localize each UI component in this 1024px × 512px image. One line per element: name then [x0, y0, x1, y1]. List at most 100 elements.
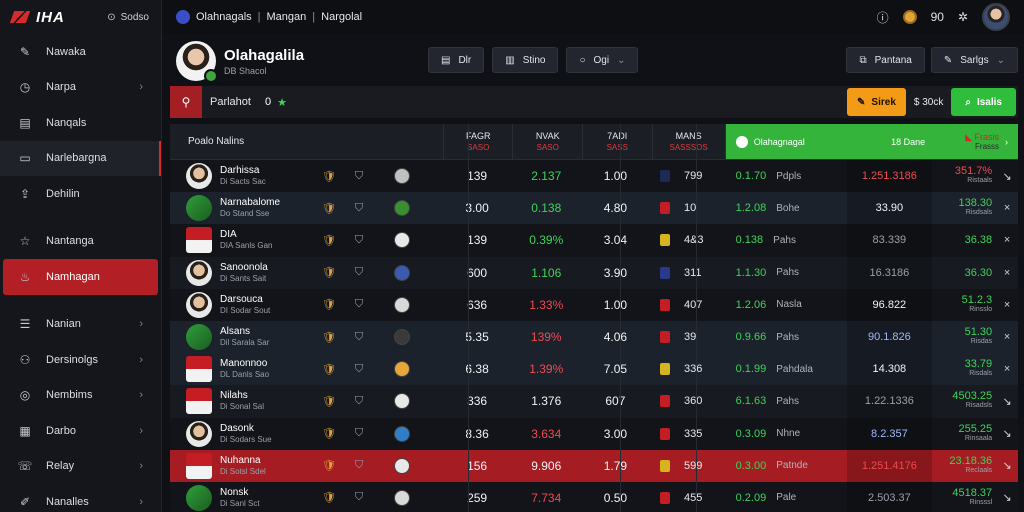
- table-row[interactable]: Darhissa Di Sacts Sac 🛡 ⛉ 139 2.137 1.00 799 0.1…: [170, 160, 1018, 193]
- trend-icon[interactable]: ↘: [1002, 395, 1012, 408]
- team-subtitle: DB Shacol: [224, 65, 267, 76]
- shield-icon[interactable]: ⛉: [354, 169, 364, 182]
- shield-icon[interactable]: ⛉: [354, 330, 364, 343]
- sidebar-item-10[interactable]: ◎ Nembims ›: [0, 378, 161, 414]
- team-cell: Dasonk Di Sodars Sue 🛡 ⛉: [170, 420, 443, 447]
- flag-icon: [659, 331, 670, 344]
- shield-icon[interactable]: ⛉: [354, 298, 364, 311]
- close-icon[interactable]: ×: [1003, 234, 1011, 247]
- sidebar-item-11[interactable]: ▦ Darbo ›: [0, 413, 161, 449]
- table-row[interactable]: Nuhanna Di Sotsl Sdel 🛡 ⛉ 156 9.906 1.79 599 0.3…: [170, 449, 1018, 482]
- stat-g-value: 51.30: [964, 326, 993, 339]
- trophy-icon[interactable]: 🛡: [322, 331, 336, 344]
- close-icon[interactable]: ×: [1003, 363, 1011, 376]
- breadcrumb-item-1[interactable]: Olahnagals: [196, 11, 252, 23]
- trophy-icon[interactable]: 🛡: [322, 267, 336, 280]
- sidebar-item-7[interactable]: ♨ Namhagan: [3, 259, 158, 295]
- filter-button[interactable]: ▥ Stino: [492, 47, 559, 73]
- team-name: Nilahs Di Sonal Sal: [220, 390, 310, 412]
- trophy-icon[interactable]: 🛡: [322, 299, 336, 312]
- table-row[interactable]: Dasonk Di Sodars Sue 🛡 ⛉ 8.36 3.634 3.00 335 0.3…: [170, 417, 1018, 450]
- pin-button[interactable]: ✎ Sarlgs ⌄: [930, 47, 1018, 73]
- close-icon[interactable]: ×: [1003, 298, 1011, 311]
- copy-button[interactable]: ⧉ Pantana: [846, 47, 925, 73]
- sidebar-item-label: Nembims: [46, 389, 93, 402]
- trophy-icon[interactable]: 🛡: [322, 460, 336, 473]
- stat-d: 407: [650, 298, 724, 311]
- stat-g-value: 255.25: [958, 422, 993, 435]
- stat-d-value: 407: [683, 298, 703, 311]
- orange-action-button[interactable]: ✎ Sirek: [847, 88, 906, 116]
- stat-b: 3.634: [531, 426, 562, 441]
- header-buttons: ▤ Dlr ▥ Stino ○ Ogi ⌄: [428, 47, 639, 73]
- print-button[interactable]: ▤ Dlr: [428, 47, 485, 73]
- sidebar-item-6[interactable]: ☆ Nantanga: [0, 224, 161, 260]
- trophy-icon[interactable]: 🛡: [322, 363, 336, 376]
- trophy-icon[interactable]: 🛡: [322, 492, 336, 505]
- trophy-icon[interactable]: 🛡: [322, 395, 336, 408]
- sidebar-item-9[interactable]: ⚇ Dersinolgs ›: [0, 342, 161, 378]
- table-row[interactable]: Sanoonola Di Sants Sait 🛡 ⛉ 600 1.106 3.90 311 1…: [170, 256, 1018, 289]
- sidebar-item-3[interactable]: ▤ Nanqals: [0, 105, 161, 141]
- column-header-team[interactable]: Poalo Nalins: [170, 124, 444, 159]
- stat-c: 3.90: [603, 265, 628, 280]
- highlight-header-red-sub: Frasss: [975, 141, 1000, 151]
- table-row[interactable]: Alsans Dil Sarala Sar 🛡 ⛉ 5.35 139% 4.06 39 0.9.…: [170, 320, 1018, 354]
- table-row[interactable]: DIA DIA Sanls Gan 🛡 ⛉ 139 0.39% 3.04 4&3 0.138 Pa…: [170, 224, 1018, 257]
- column-divider: [696, 124, 697, 512]
- trophy-icon[interactable]: 🛡: [322, 170, 336, 183]
- trophy-icon[interactable]: 🛡: [322, 202, 336, 215]
- user-avatar[interactable]: [982, 3, 1010, 31]
- column-header-sub: SASSSOS: [669, 143, 708, 152]
- column-header-d[interactable]: MANS SASSSOS: [653, 124, 726, 159]
- shield-icon[interactable]: ⛉: [354, 394, 364, 407]
- shield-icon[interactable]: ⛉: [354, 266, 364, 279]
- shield-icon[interactable]: ⛉: [354, 491, 364, 504]
- column-header-c[interactable]: 7ADI SASS: [583, 124, 653, 159]
- trend-icon[interactable]: ↘: [1002, 492, 1012, 505]
- green-action-button[interactable]: ⌕ Isalis: [951, 88, 1016, 116]
- sidebar-search[interactable]: ⊙ Sodso: [107, 12, 149, 23]
- close-icon[interactable]: ×: [1003, 266, 1011, 279]
- sidebar-item-12[interactable]: ☏ Relay ›: [0, 449, 161, 485]
- breadcrumb-item-3[interactable]: Nargolal: [321, 11, 363, 23]
- shield-icon[interactable]: ⛉: [354, 427, 364, 440]
- sidebar-item-1[interactable]: ✎ Nawaka: [0, 34, 161, 70]
- sidebar-item-5[interactable]: ⇪ Dehilin: [0, 176, 161, 212]
- table-row[interactable]: Manonnoo DL Danls Sao 🛡 ⛉ 6.38 1.39% 7.05 336 0.…: [170, 353, 1018, 386]
- shield-icon[interactable]: ⛉: [354, 201, 364, 214]
- shield-icon[interactable]: ⛉: [354, 459, 364, 472]
- close-icon[interactable]: ×: [1003, 202, 1011, 215]
- sidebar-item-13[interactable]: ✐ Nanalles ›: [0, 484, 161, 512]
- table-row[interactable]: Darsouca DI Sodar Sout 🛡 ⛉ 636 1.33% 1.00 407 1.…: [170, 288, 1018, 321]
- shield-icon[interactable]: ⛉: [354, 233, 364, 246]
- sidebar-item-4[interactable]: ▭ Narlebargna: [0, 140, 161, 176]
- column-header-highlight[interactable]: Olahagnagal 18 Dane ◣ Frasis Frasss ›: [725, 124, 1019, 159]
- settings-icon[interactable]: ✲: [957, 10, 968, 24]
- star-icon[interactable]: ★: [277, 96, 287, 109]
- table-row[interactable]: Nonsk Di Sanl Sct 🛡 ⛉ 259 7.734 0.50 455 0.2.09 P…: [170, 481, 1018, 512]
- trophy-icon[interactable]: 🛡: [322, 428, 336, 441]
- column-header-a[interactable]: FAGR SASO: [444, 124, 514, 159]
- brand-logo[interactable]: IHA: [36, 8, 65, 26]
- sidebar-item-2[interactable]: ◷ Narpa ›: [0, 70, 161, 106]
- breadcrumb-item-2[interactable]: Mangan: [266, 11, 307, 23]
- counter-badge[interactable]: 90: [930, 10, 944, 24]
- coin-icon[interactable]: [902, 10, 917, 24]
- stat-g: 4503.25 Risadsls: [932, 391, 996, 411]
- close-icon[interactable]: ×: [1003, 331, 1011, 344]
- stat-c: 1.00: [603, 169, 628, 184]
- table-row[interactable]: Narnabalome Do Stand Sse 🛡 ⛉ 3.00 0.138 4.80 10…: [170, 192, 1018, 225]
- trend-icon[interactable]: ↘: [1002, 428, 1012, 441]
- trend-icon[interactable]: ↘: [1002, 460, 1012, 473]
- trophy-icon[interactable]: 🛡: [322, 234, 336, 247]
- search-button[interactable]: ○ Ogi ⌄: [566, 47, 639, 73]
- chevron-right-icon: ›: [139, 424, 143, 437]
- column-header-b[interactable]: NVAK SASO: [513, 124, 583, 159]
- info-icon[interactable]: ⓘ: [876, 10, 889, 25]
- person-icon[interactable]: ⚲: [170, 86, 202, 118]
- trend-icon[interactable]: ↘: [1002, 170, 1012, 183]
- sidebar-item-8[interactable]: ☰ Nanian ›: [0, 307, 161, 343]
- table-row[interactable]: Nilahs Di Sonal Sal 🛡 ⛉ 336 1.376 607 360 6.1.63…: [170, 385, 1018, 418]
- shield-icon[interactable]: ⛉: [354, 362, 364, 375]
